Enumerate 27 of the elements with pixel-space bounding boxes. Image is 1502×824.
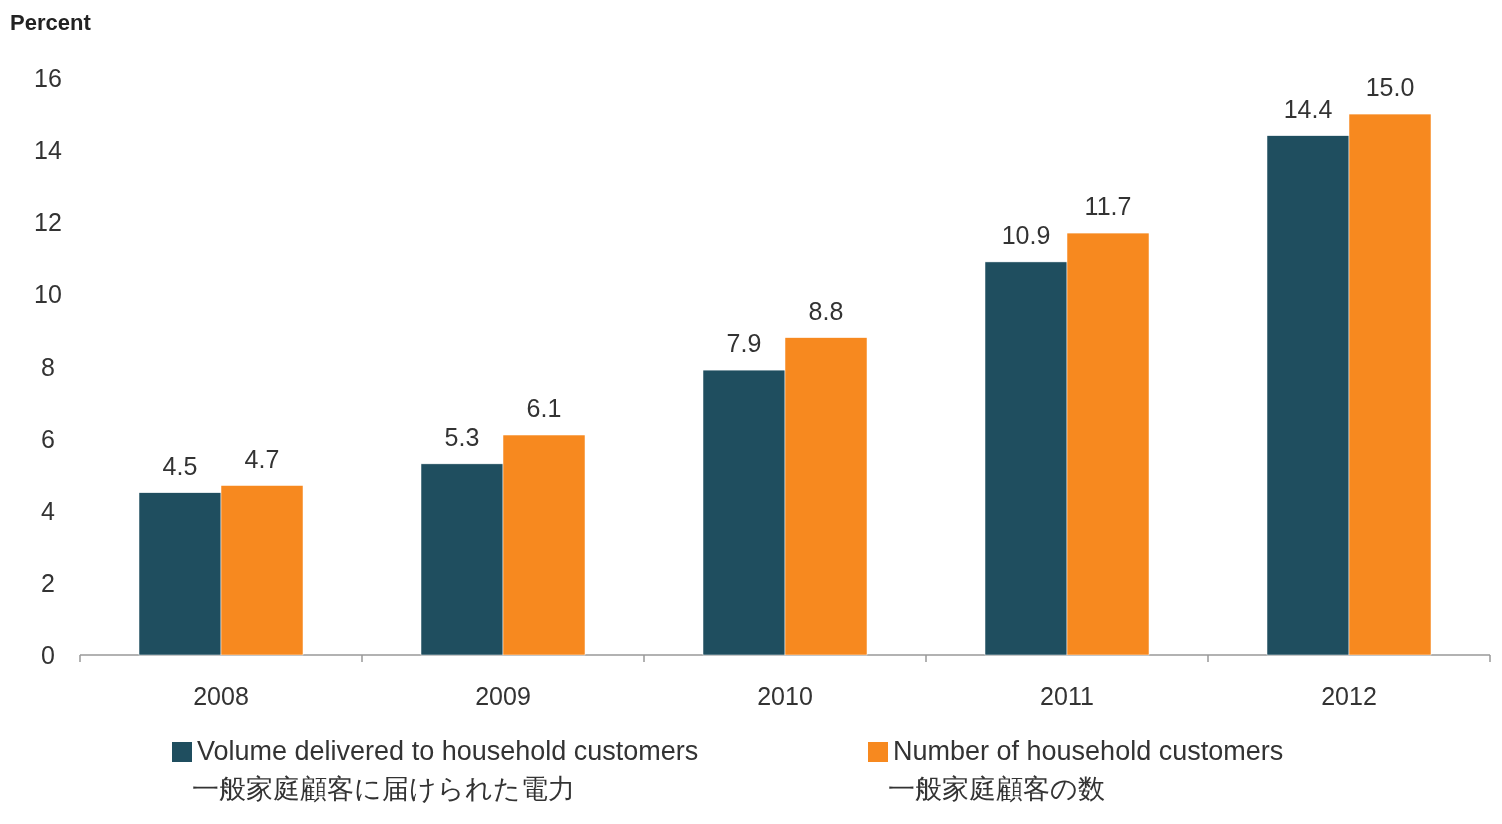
y-tick-label: 2: [41, 568, 55, 597]
data-label: 7.9: [726, 329, 762, 358]
data-label: 11.7: [1084, 192, 1132, 221]
data-label: 14.4: [1283, 94, 1333, 123]
data-label: 4.5: [162, 451, 198, 480]
y-tick-label: 8: [41, 352, 55, 381]
y-axis-title: Percent: [10, 10, 92, 35]
x-tick-label: 2012: [1321, 682, 1377, 710]
y-tick-label: 4: [41, 496, 56, 525]
legend-label: Number of household customers 一般家庭顧客の数: [888, 736, 1284, 804]
y-tick-label: 10: [34, 280, 62, 309]
y-tick-label: 6: [41, 424, 55, 453]
y-tick-label: 12: [34, 208, 62, 237]
data-label: 6.1: [526, 394, 562, 423]
x-tick-label: 2010: [757, 682, 813, 710]
data-label: 5.3: [444, 422, 480, 451]
data-label: 10.9: [1001, 220, 1051, 249]
x-tick-label: 2009: [475, 682, 531, 710]
x-tick-label: 2008: [193, 682, 249, 710]
y-tick-label: 0: [41, 641, 55, 669]
x-tick-label: 2011: [1040, 682, 1094, 710]
data-label: 15.0: [1365, 73, 1415, 102]
y-tick-label: 14: [34, 136, 62, 165]
y-tick-label: 16: [34, 64, 62, 92]
data-label: 4.7: [244, 444, 280, 473]
data-label: 8.8: [808, 296, 844, 325]
legend-label: Volume delivered to household customers 一般家庭顧客に届けられた電力: [192, 736, 699, 804]
